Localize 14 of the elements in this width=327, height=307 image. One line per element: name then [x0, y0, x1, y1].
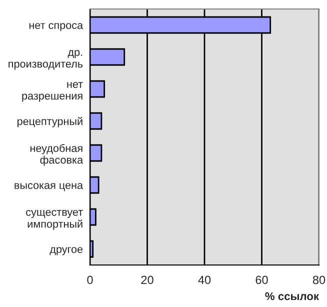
y-tick-label: другое — [50, 247, 83, 256]
y-tick-label: др. производитель — [8, 50, 83, 70]
x-tick-label: 20 — [141, 276, 154, 284]
y-tick-label: неудобная фасовка — [30, 144, 84, 166]
x-tick-label: 60 — [256, 276, 268, 284]
x-tick-label: 0 — [87, 276, 93, 284]
x-tick-label: 80 — [312, 276, 326, 284]
y-tick-label: высокая цена — [14, 183, 84, 192]
x-axis-title: % ссылок — [265, 292, 320, 300]
x-tick-label: 40 — [198, 276, 211, 284]
y-tick-label: существует импортный — [26, 210, 83, 230]
y-tick-label: нет спроса — [29, 23, 84, 32]
y-tick-label: нет разрешения — [22, 82, 83, 102]
y-tick-label: рецептурный — [18, 116, 82, 128]
